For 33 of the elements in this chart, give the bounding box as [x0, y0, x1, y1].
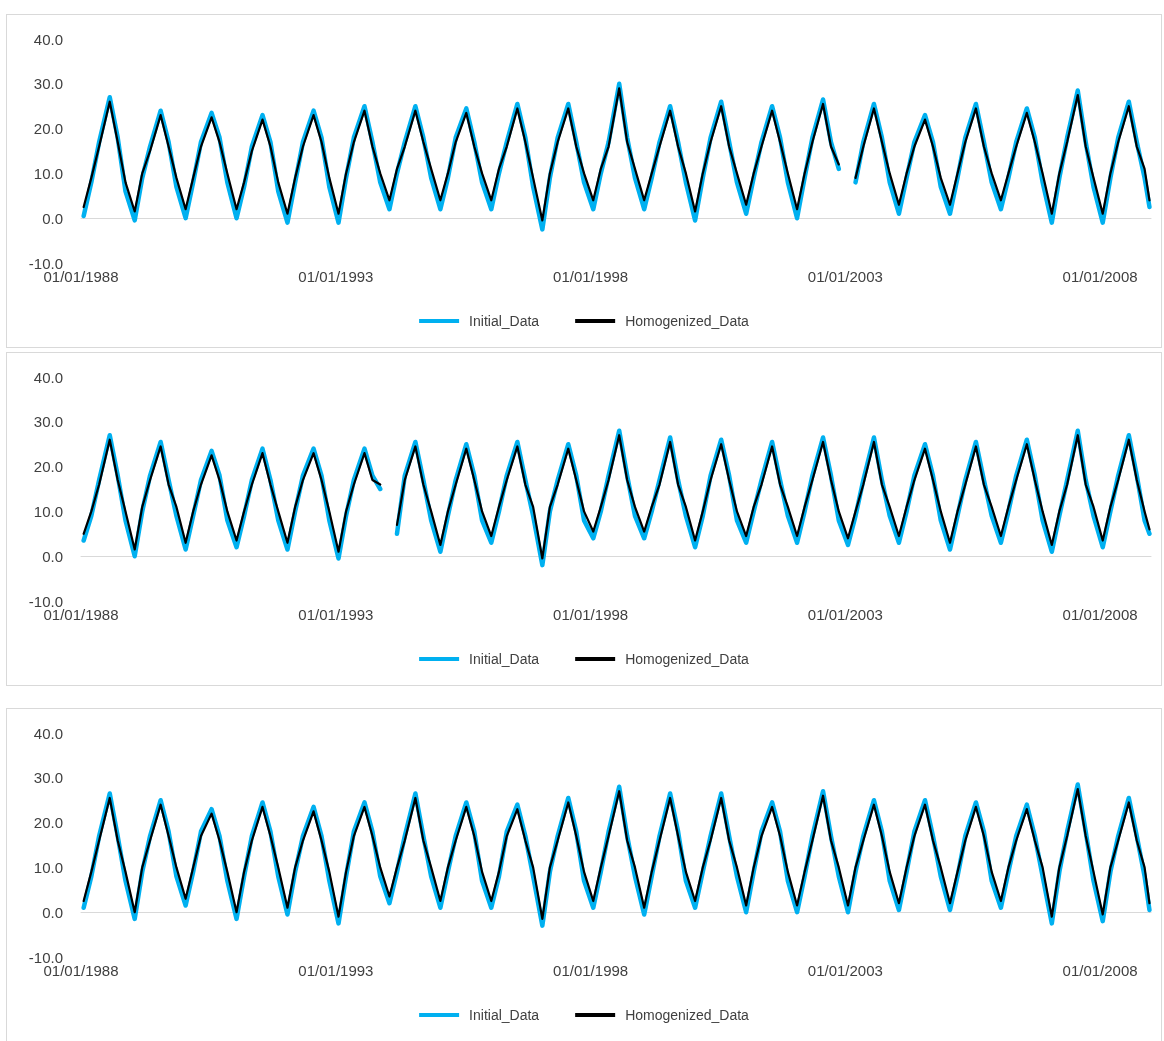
y-tick-label: 10.0: [33, 164, 63, 182]
x-tick-label: 01/01/2003: [807, 268, 883, 285]
y-tick-label: 20.0: [33, 120, 63, 138]
x-tick-label: 01/01/2008: [1062, 606, 1138, 623]
y-tick-label: 0.0: [42, 903, 63, 921]
y-tick-label: 20.0: [33, 814, 63, 832]
x-tick-label: 01/01/2003: [807, 606, 883, 623]
x-tick-label: 01/01/2008: [1062, 268, 1138, 285]
y-tick-label: 30.0: [33, 75, 63, 93]
y-tick-label: 40.0: [33, 30, 63, 48]
y-tick-label: 0.0: [42, 547, 63, 565]
x-tick-label: 01/01/1998: [553, 268, 629, 285]
legend-label: Homogenized_Data: [625, 313, 750, 329]
y-tick-label: 20.0: [33, 458, 63, 476]
legend-label: Initial_Data: [469, 1007, 540, 1023]
y-tick-label: 10.0: [33, 502, 63, 520]
x-tick-label: 01/01/1993: [298, 606, 374, 623]
legend-label: Initial_Data: [469, 313, 540, 329]
y-tick-label: 10.0: [33, 858, 63, 876]
y-tick-label: 30.0: [33, 413, 63, 431]
legend-label: Homogenized_Data: [625, 1007, 750, 1023]
x-tick-label: 01/01/2008: [1062, 962, 1138, 979]
y-tick-label: 40.0: [33, 724, 63, 742]
x-tick-label: 01/01/1998: [553, 606, 629, 623]
x-tick-label: 01/01/1993: [298, 962, 374, 979]
legend-label: Homogenized_Data: [625, 651, 750, 667]
x-tick-label: 01/01/2003: [807, 962, 883, 979]
x-tick-label: 01/01/1993: [298, 268, 374, 285]
y-tick-label: 0.0: [42, 209, 63, 227]
legend-label: Initial_Data: [469, 651, 540, 667]
y-tick-label: 40.0: [33, 368, 63, 386]
x-tick-label: 01/01/1998: [553, 962, 629, 979]
y-tick-label: 30.0: [33, 769, 63, 787]
